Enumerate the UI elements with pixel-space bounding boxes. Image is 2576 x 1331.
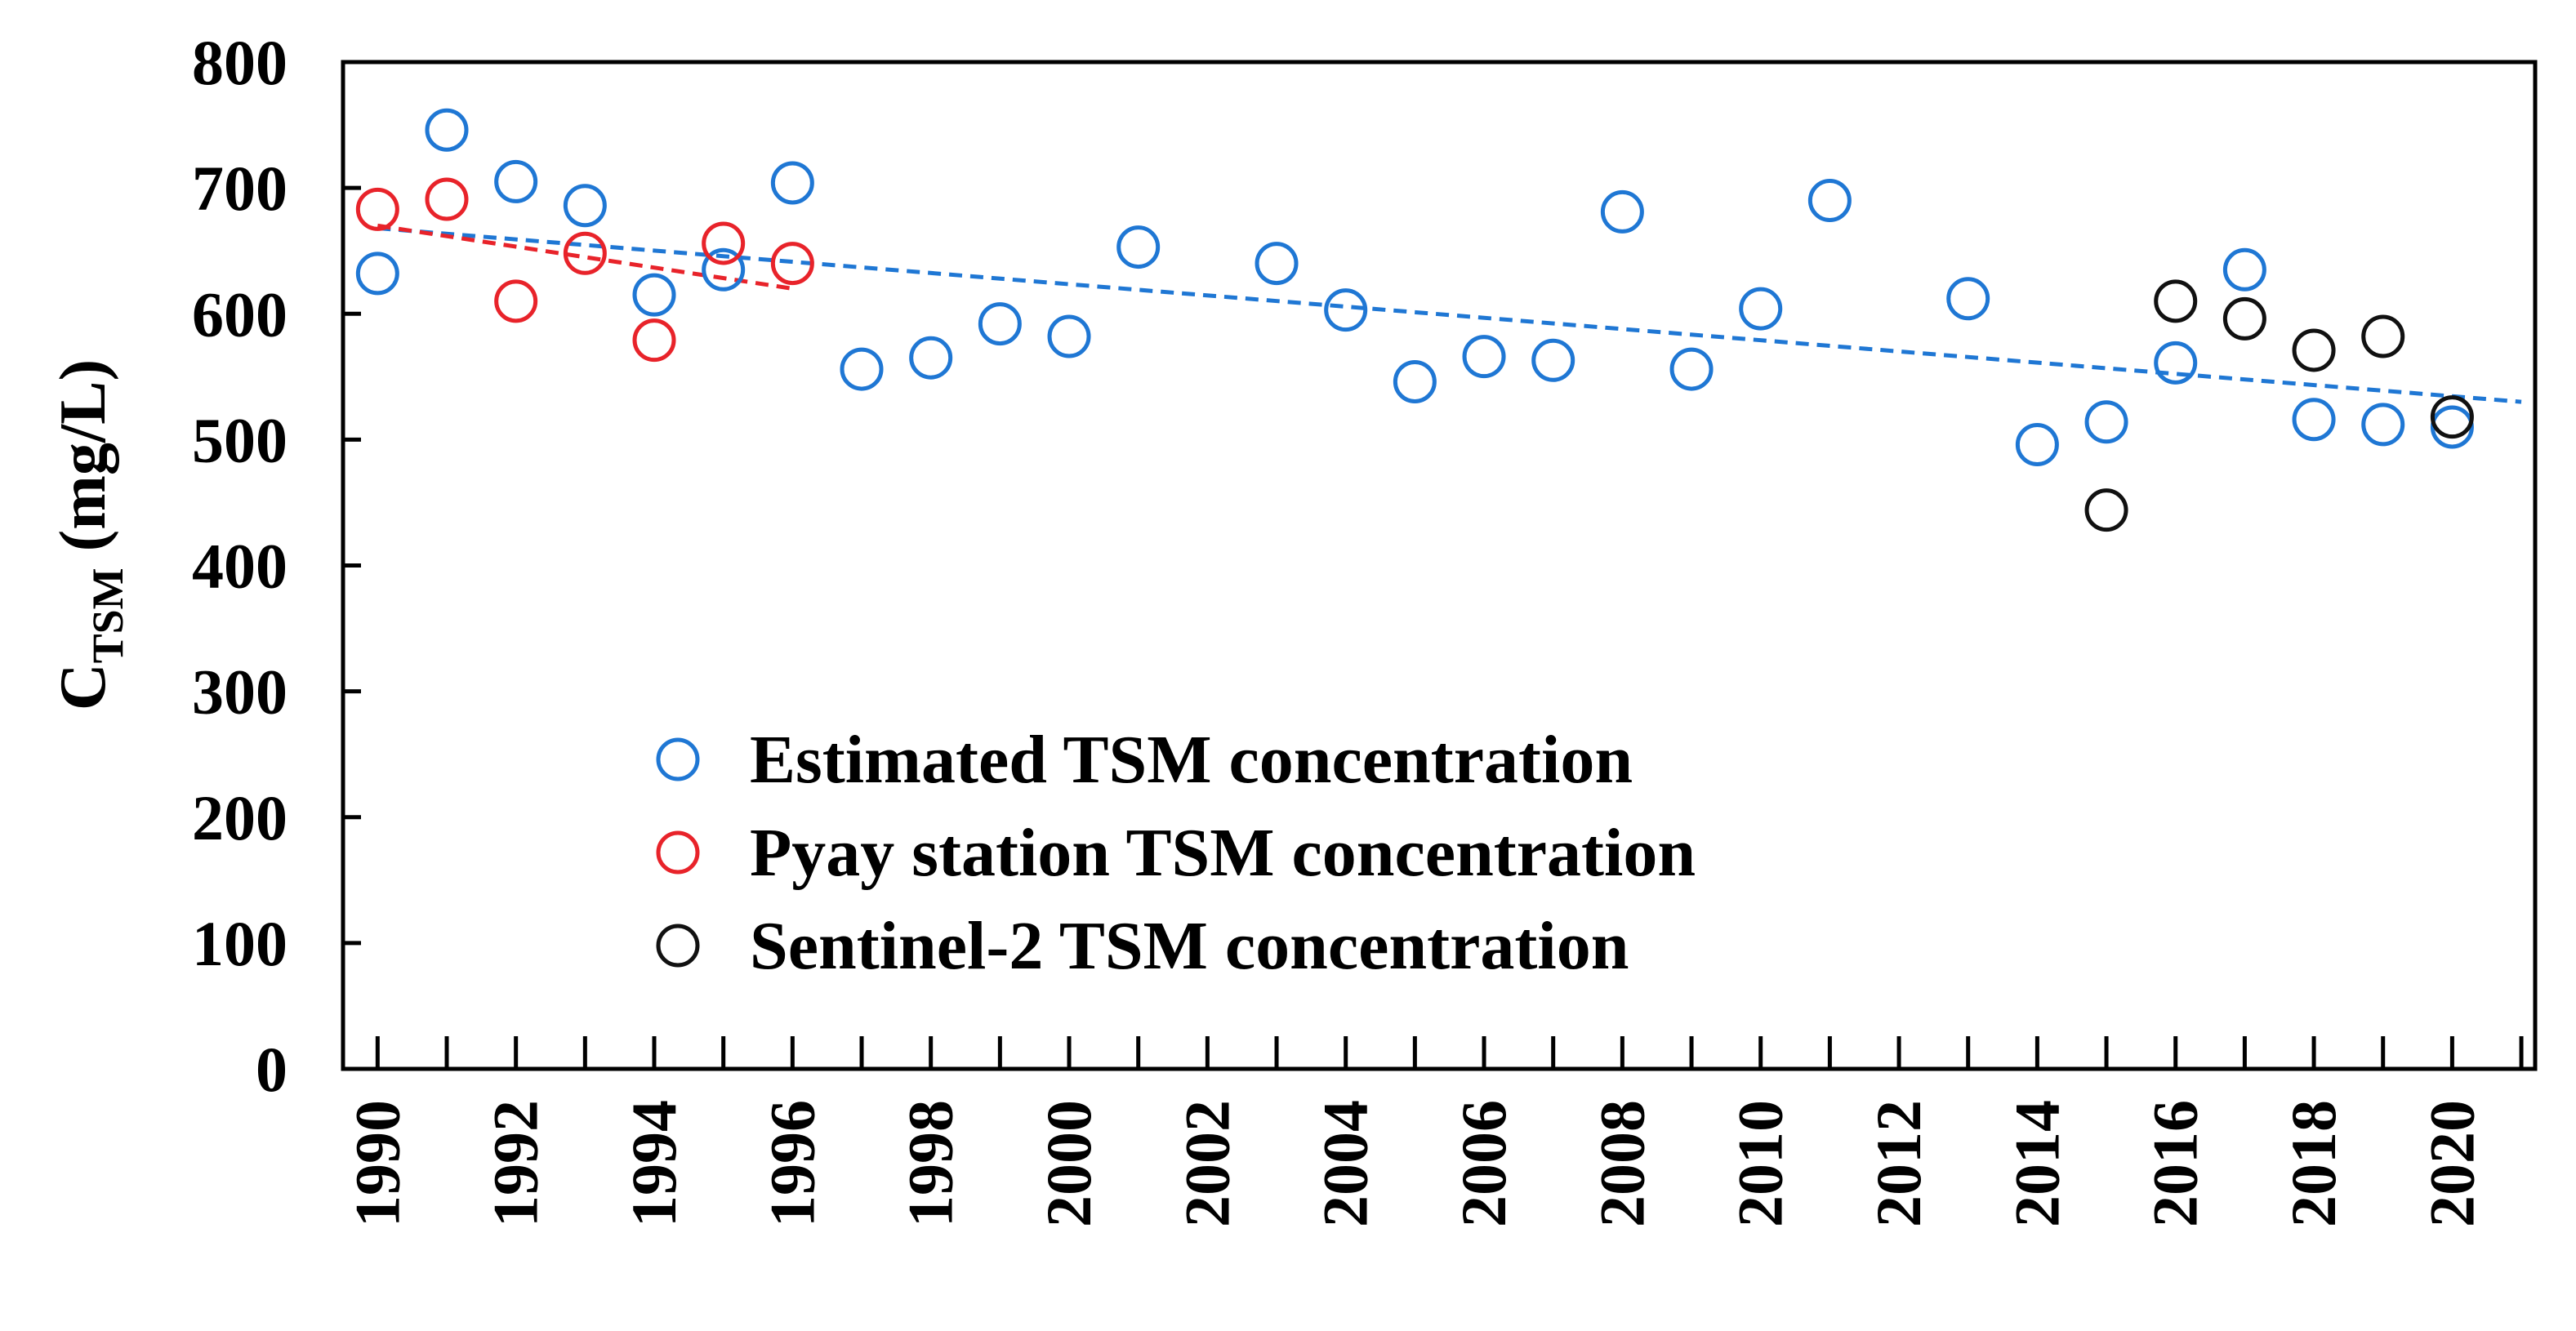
point-series0-2008: [1600, 189, 1644, 234]
y-tick-label: 100: [192, 908, 287, 979]
point-series1-1995: [702, 221, 746, 265]
point-series0-2004: [1324, 288, 1368, 332]
point-series0-2009: [1669, 347, 1714, 391]
point-series0-1992: [494, 159, 538, 203]
legend-label-pyay: Pyay station TSM concentration: [750, 815, 1696, 891]
point-series0-2015: [2084, 400, 2128, 444]
point-series0-2003: [1255, 242, 1299, 286]
point-series2-2020: [2430, 395, 2474, 439]
point-series0-2005: [1393, 359, 1437, 403]
x-tick-label: 2004: [1310, 1100, 1381, 1227]
y-tick-label: 0: [256, 1034, 287, 1105]
x-tick-label: 2010: [1725, 1100, 1796, 1227]
point-series2-2017: [2222, 296, 2266, 341]
x-tick-label: 2012: [1863, 1100, 1934, 1227]
point-series2-2015: [2084, 488, 2128, 532]
point-series0-2010: [1739, 287, 1783, 331]
legend-label-sentinel: Sentinel-2 TSM concentration: [750, 908, 1629, 984]
point-series0-2006: [1462, 335, 1506, 379]
point-series0-1999: [978, 302, 1022, 346]
point-series0-2001: [1116, 225, 1161, 269]
point-series0-1991: [425, 108, 469, 152]
y-tick-label: 500: [192, 404, 287, 475]
x-tick-label: 2008: [1586, 1100, 1657, 1227]
point-series0-2000: [1047, 314, 1091, 358]
x-tick-label: 1994: [618, 1100, 689, 1227]
x-tick-label: 1992: [480, 1100, 551, 1227]
point-series0-2011: [1807, 179, 1852, 223]
point-series0-1995: [702, 247, 746, 292]
x-tick-label: 2016: [2140, 1100, 2211, 1227]
point-series0-1994: [632, 273, 676, 317]
legend-marker-pyay: [656, 830, 700, 875]
trendline-0: [377, 225, 2522, 404]
legend: Estimated TSM concentration Pyay station…: [656, 722, 1696, 984]
x-tick-label: 2020: [2416, 1100, 2487, 1227]
point-series0-2016: [2154, 341, 2198, 385]
point-series1-1990: [355, 187, 399, 231]
point-series0-1996: [770, 161, 814, 205]
point-series1-1996: [770, 242, 814, 286]
point-series1-1993: [563, 231, 607, 275]
x-tick-label: 2006: [1448, 1100, 1519, 1227]
point-series0-2020: [2430, 405, 2474, 449]
y-tick-label: 600: [192, 278, 287, 349]
trendlines: [377, 223, 2522, 404]
trendline-1: [377, 223, 793, 291]
point-series0-2013: [1946, 277, 1990, 321]
x-tick-label: 2000: [1033, 1100, 1104, 1227]
y-tick-label: 200: [192, 782, 287, 853]
y-tick-label: 400: [192, 531, 287, 602]
legend-marker-sentinel: [656, 924, 700, 968]
point-series0-1997: [840, 347, 884, 391]
y-axis-label: CTSM (mg/L): [47, 359, 132, 710]
point-series0-1990: [355, 252, 399, 296]
point-series2-2016: [2154, 279, 2198, 323]
x-tick-label: 1996: [756, 1100, 827, 1227]
legend-marker-estimated: [656, 737, 700, 781]
point-series0-2019: [2361, 403, 2405, 447]
point-series1-1992: [494, 279, 538, 323]
x-tick-label: 2014: [2001, 1100, 2072, 1227]
y-tick-label: 300: [192, 657, 287, 728]
y-tick-label: 800: [192, 27, 287, 98]
y-tick-label: 700: [192, 153, 287, 224]
point-series0-2014: [2015, 423, 2059, 467]
point-series0-1993: [563, 184, 607, 228]
point-series1-1994: [632, 318, 676, 363]
point-series2-2019: [2361, 314, 2405, 358]
point-series0-2018: [2292, 398, 2336, 442]
legend-label-estimated: Estimated TSM concentration: [750, 722, 1633, 798]
point-series0-2007: [1531, 338, 1575, 382]
point-series2-2018: [2292, 328, 2336, 372]
point-series0-1998: [909, 336, 953, 380]
axes: 0 100 200 300 400 500 600 700 800 1990 1992 1994 199…: [192, 27, 2538, 1227]
point-series1-1991: [425, 177, 469, 221]
data-points: [355, 108, 2474, 532]
x-tick-label: 2002: [1171, 1100, 1242, 1227]
x-tick-label: 1998: [895, 1100, 966, 1227]
point-series0-2017: [2222, 247, 2266, 292]
x-tick-label: 1990: [341, 1100, 412, 1227]
x-tick-label: 2018: [2278, 1100, 2349, 1227]
